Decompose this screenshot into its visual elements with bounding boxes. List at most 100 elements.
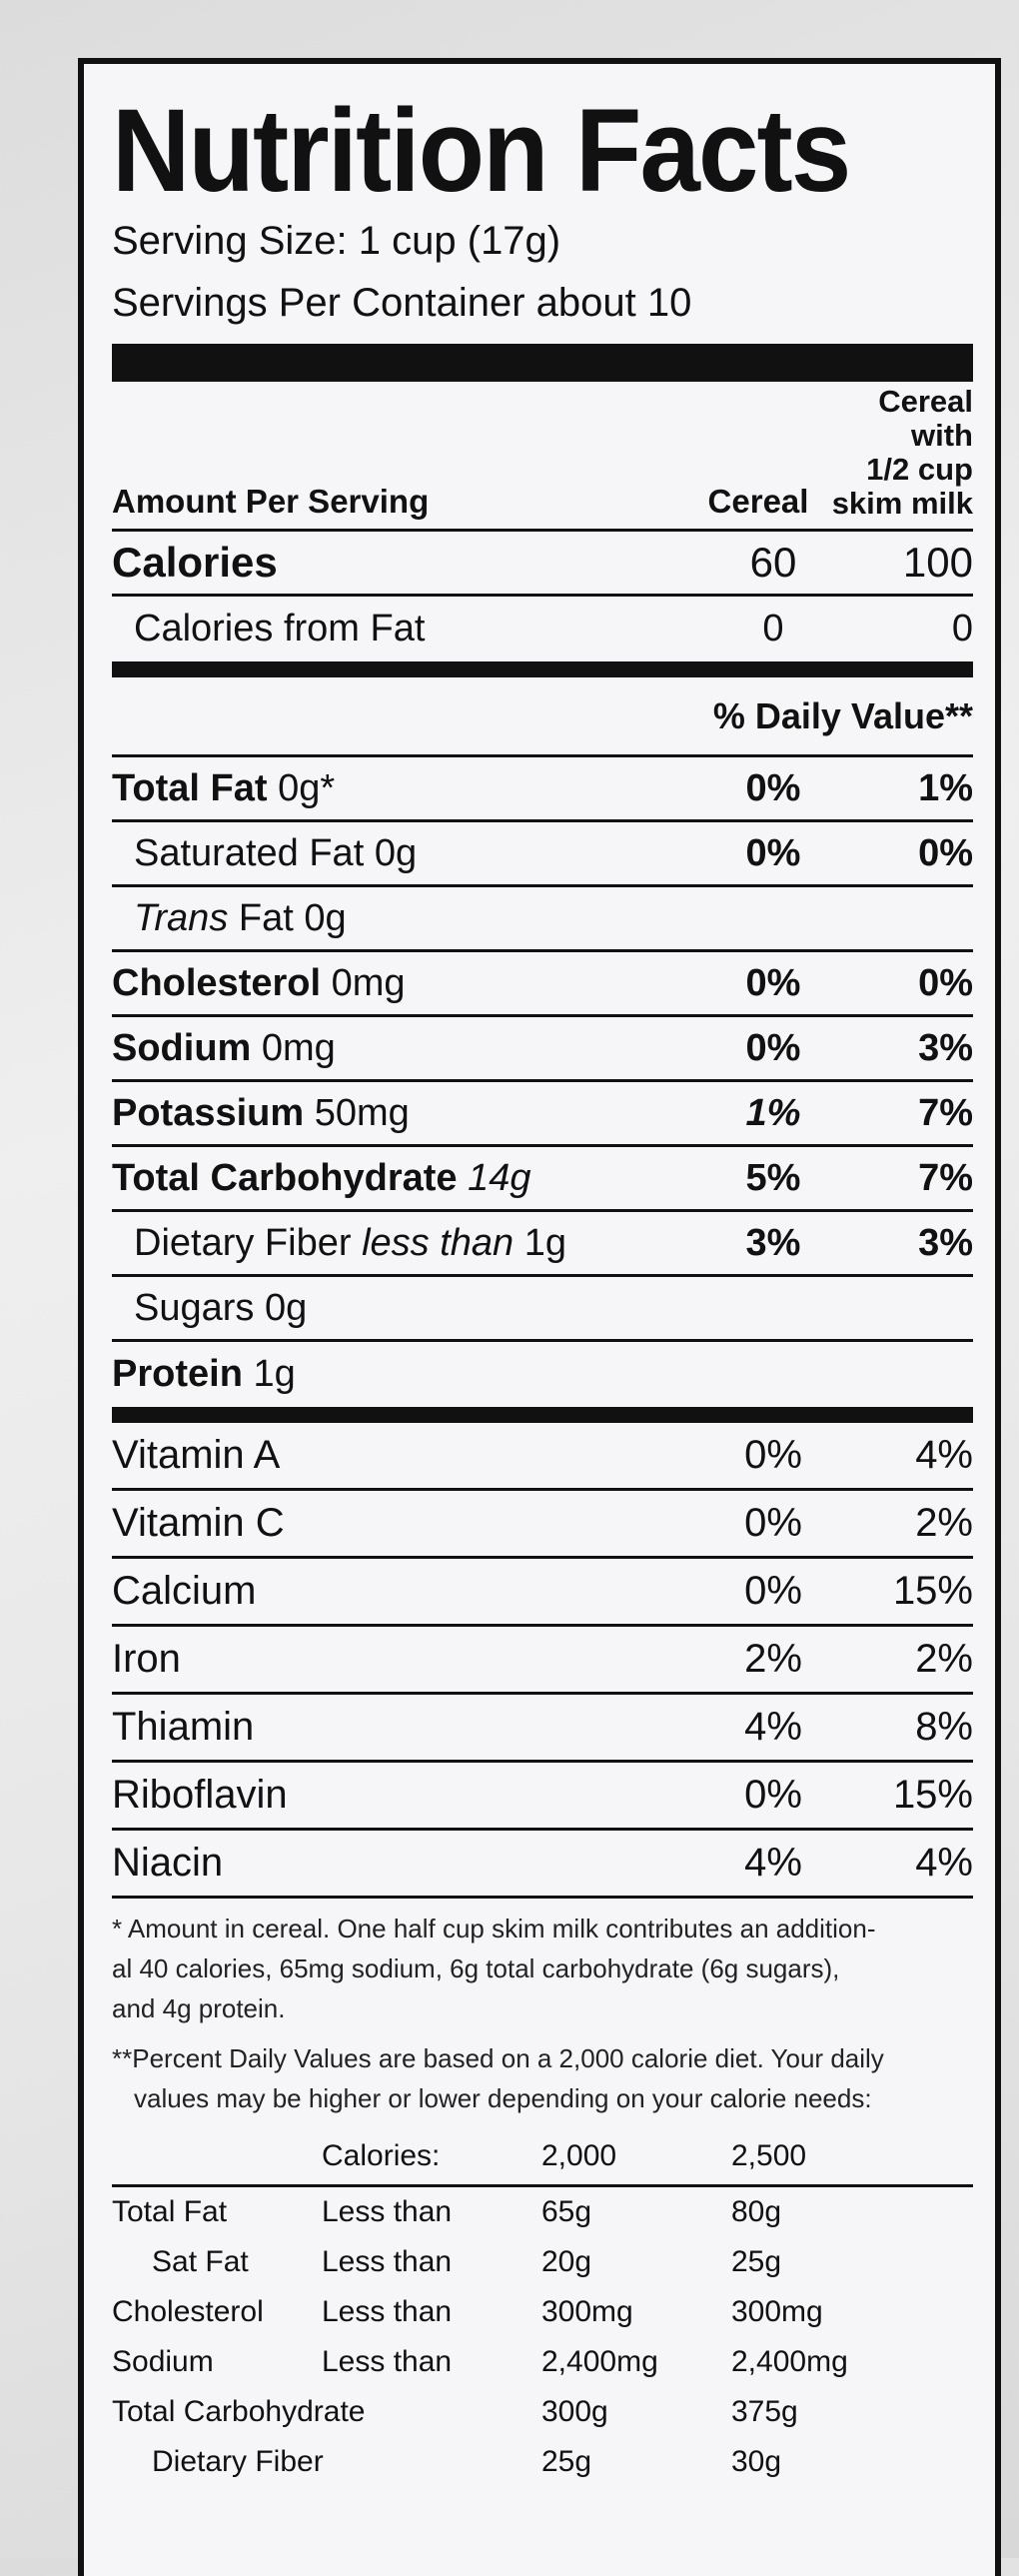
vitamin-row: Riboflavin 0% 15% <box>112 1763 973 1831</box>
calories-with-milk: 100 <box>902 539 973 586</box>
sodium-label: Sodium <box>112 1026 252 1069</box>
sodium-amount: 0mg <box>261 1026 336 1069</box>
trans-fat-label: Trans <box>134 896 229 939</box>
nutrient-row-saturated-fat: Saturated Fat 0g 0% 0% <box>112 822 973 887</box>
col2-line2: 1/2 cup <box>866 452 973 487</box>
reference-v2: 25g <box>731 2245 782 2278</box>
nutrient-row-sodium: Sodium 0mg 0% 3% <box>112 1017 973 1082</box>
footnotes: * Amount in cereal. One half cup skim mi… <box>112 1899 973 2118</box>
reference-qualifier: Less than <box>322 2195 453 2228</box>
calories-fat-cereal: 0 <box>762 608 784 649</box>
vitamin-cereal: 0% <box>744 1569 802 1613</box>
label-title: Nutrition Facts <box>112 85 851 217</box>
vitamin-label: Calcium <box>112 1569 257 1613</box>
vitamin-with-milk: 4% <box>915 1433 973 1477</box>
col2-line3: skim milk <box>831 486 973 521</box>
potassium-with-milk: 7% <box>918 1091 973 1134</box>
reference-v1: 20g <box>541 2245 592 2278</box>
calories-fat-label: Calories from Fat <box>134 608 426 649</box>
col2-line1: Cereal with <box>878 384 973 453</box>
reference-row: Sodium Less than 2,400mg 2,400mg <box>112 2337 973 2387</box>
reference-v1: 65g <box>541 2195 592 2228</box>
reference-qualifier: Less than <box>322 2345 453 2378</box>
reference-key: Sat Fat <box>152 2245 249 2278</box>
reference-col-2000: 2,000 <box>541 2139 617 2172</box>
reference-header: Calories: 2,000 2,500 <box>112 2128 973 2187</box>
total-carb-cereal: 5% <box>745 1156 801 1199</box>
fiber-cereal: 3% <box>745 1221 801 1264</box>
protein-amount: 1g <box>253 1353 296 1395</box>
reference-key: Sodium <box>112 2345 214 2378</box>
nutrient-row-trans-fat: Trans Fat 0g <box>112 887 973 952</box>
reference-v1: 300g <box>541 2395 608 2428</box>
reference-v1: 2,400mg <box>541 2345 658 2378</box>
reference-row: Sat Fat Less than 20g 25g <box>112 2237 973 2287</box>
footnote-amount-in-cereal: * Amount in cereal. One half cup skim mi… <box>112 1909 969 2028</box>
fiber-with-milk: 3% <box>918 1221 973 1264</box>
fiber-label: Dietary Fiber <box>134 1221 352 1264</box>
col-cereal-heading: Cereal <box>707 483 809 520</box>
potassium-cereal: 1% <box>745 1091 801 1134</box>
calories-cereal: 60 <box>749 539 797 586</box>
potassium-amount: 50mg <box>314 1091 410 1134</box>
cholesterol-cereal: 0% <box>745 961 801 1004</box>
reference-qualifier: Less than <box>322 2245 453 2278</box>
cholesterol-label: Cholesterol <box>112 961 322 1004</box>
total-fat-amount: 0g* <box>278 766 336 809</box>
reference-key: Dietary Fiber <box>152 2445 324 2478</box>
col-with-milk-heading: Cereal with 1/2 cup skim milk <box>823 385 973 521</box>
column-header: Amount Per Serving Cereal Cereal with 1/… <box>112 382 973 532</box>
reference-v2: 2,400mg <box>731 2345 848 2378</box>
nutrient-row-cholesterol: Cholesterol 0mg 0% 0% <box>112 952 973 1017</box>
vitamin-label: Riboflavin <box>112 1773 288 1817</box>
reference-qualifier: Less than <box>322 2295 453 2328</box>
daily-value-text: % Daily Value** <box>712 694 973 736</box>
trans-fat-amount: Fat 0g <box>238 896 347 939</box>
vitamin-label: Vitamin C <box>112 1501 285 1545</box>
daily-value-heading: % Daily Value** <box>112 677 973 757</box>
vitamin-label: Vitamin A <box>112 1433 281 1477</box>
sat-fat-label: Saturated Fat <box>134 831 365 874</box>
vitamin-row: Thiamin 4% 8% <box>112 1695 973 1763</box>
vitamin-label: Thiamin <box>112 1705 255 1749</box>
amount-per-serving: Amount Per Serving <box>112 483 430 520</box>
sugars-label: Sugars <box>134 1286 255 1329</box>
footnote1-line2: al 40 calories, 65mg sodium, 6g total ca… <box>112 1953 840 1983</box>
nutrition-label: Nutrition Facts Serving Size: 1 cup (17g… <box>78 58 1001 2576</box>
nutrient-row-potassium: Potassium 50mg 1% 7% <box>112 1082 973 1147</box>
vitamin-row: Calcium 0% 15% <box>112 1559 973 1627</box>
vitamin-row: Vitamin A 0% 4% <box>112 1423 973 1491</box>
reference-row: Total Fat Less than 65g 80g <box>112 2187 973 2237</box>
reference-v2: 30g <box>731 2445 782 2478</box>
reference-v1: 25g <box>541 2445 592 2478</box>
total-fat-with-milk: 1% <box>918 766 973 809</box>
vitamin-cereal: 4% <box>744 1705 802 1749</box>
calories-row: Calories 60 100 <box>112 532 973 597</box>
reference-row: Dietary Fiber 25g 30g <box>112 2437 973 2487</box>
vitamin-with-milk: 15% <box>892 1773 973 1817</box>
cholesterol-with-milk: 0% <box>918 961 973 1004</box>
vitamin-with-milk: 2% <box>915 1637 973 1681</box>
cholesterol-amount: 0mg <box>331 961 406 1004</box>
reference-key: Total Fat <box>112 2195 228 2228</box>
footnote1-line3: and 4g protein. <box>112 1993 286 2023</box>
total-carb-label: Total Carbohydrate <box>112 1156 458 1199</box>
vitamin-cereal: 4% <box>744 1841 802 1885</box>
vitamin-cereal: 2% <box>744 1637 802 1681</box>
vitamin-with-milk: 8% <box>915 1705 973 1749</box>
footnote-daily-values: **Percent Daily Values are based on a 2,… <box>112 2038 969 2118</box>
serving-size: Serving Size: 1 cup (17g) <box>112 219 561 263</box>
calories-label: Calories <box>112 539 278 586</box>
servings-per-container: Servings Per Container about 10 <box>112 281 692 325</box>
sodium-with-milk: 3% <box>918 1026 973 1069</box>
fiber-amount: 1g <box>523 1221 566 1264</box>
reference-v1: 300mg <box>541 2295 633 2328</box>
reference-calories-label: Calories: <box>322 2139 441 2172</box>
reference-col-2500: 2,500 <box>731 2139 807 2172</box>
thick-divider <box>112 344 973 382</box>
footnote1-line1: * Amount in cereal. One half cup skim mi… <box>112 1914 876 1943</box>
sat-fat-cereal: 0% <box>745 831 801 874</box>
vitamin-with-milk: 15% <box>892 1569 973 1613</box>
footnote2-line2: values may be higher or lower depending … <box>134 2083 872 2113</box>
vitamin-row: Niacin 4% 4% <box>112 1831 973 1899</box>
